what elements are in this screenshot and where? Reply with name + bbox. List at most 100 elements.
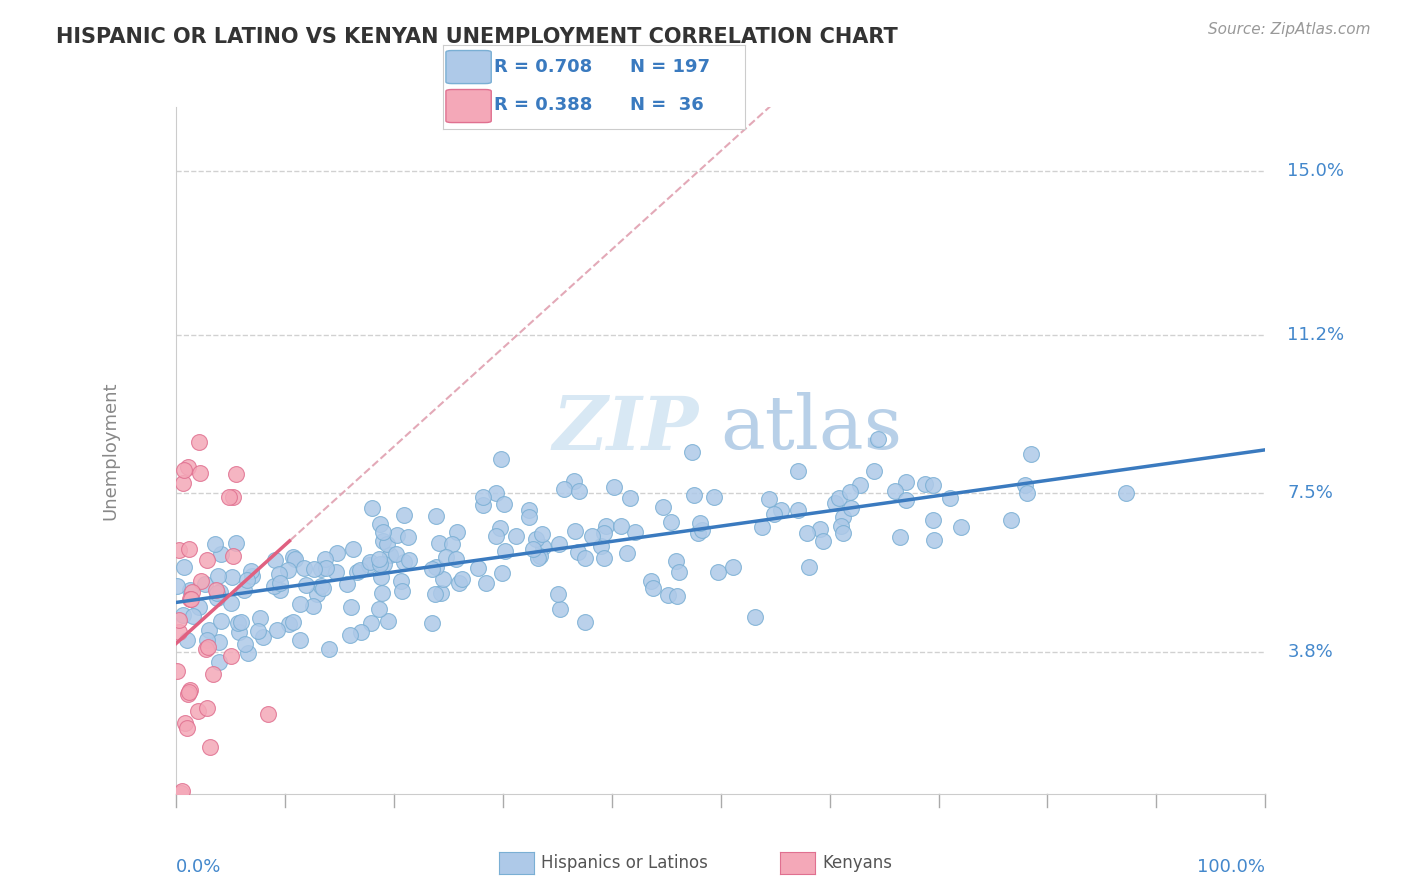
Point bbox=[832, 510, 855, 524]
Point bbox=[371, 586, 394, 600]
Point bbox=[208, 655, 231, 669]
Point bbox=[349, 563, 371, 577]
Point bbox=[207, 591, 229, 605]
Point bbox=[181, 585, 204, 599]
Point bbox=[266, 623, 288, 637]
Point bbox=[432, 572, 454, 586]
Point bbox=[281, 549, 304, 564]
Point bbox=[311, 562, 333, 576]
Point bbox=[866, 432, 889, 446]
Point bbox=[377, 614, 399, 628]
Point bbox=[221, 596, 243, 610]
Point bbox=[187, 704, 209, 718]
Point bbox=[197, 623, 219, 637]
Point bbox=[889, 530, 911, 544]
Point bbox=[315, 561, 337, 575]
Point bbox=[197, 640, 219, 655]
Point bbox=[305, 587, 328, 601]
Point bbox=[595, 518, 617, 533]
Text: 100.0%: 100.0% bbox=[1198, 858, 1265, 876]
Point bbox=[751, 519, 773, 533]
Point bbox=[398, 553, 420, 567]
Point bbox=[581, 529, 603, 543]
Point bbox=[357, 558, 380, 572]
Point bbox=[225, 467, 247, 482]
Point bbox=[222, 549, 245, 563]
Point bbox=[170, 786, 193, 800]
Point bbox=[336, 577, 359, 591]
Point bbox=[198, 740, 221, 755]
Point bbox=[574, 551, 596, 566]
Point bbox=[616, 546, 638, 560]
Point bbox=[375, 536, 398, 550]
Point bbox=[252, 630, 274, 644]
Point bbox=[831, 526, 853, 541]
Point bbox=[277, 563, 299, 577]
Point bbox=[190, 574, 212, 588]
Point bbox=[451, 572, 474, 586]
Point bbox=[1017, 486, 1039, 500]
Point bbox=[179, 682, 201, 697]
Point bbox=[205, 583, 228, 598]
Point bbox=[862, 464, 884, 478]
Point bbox=[517, 503, 540, 517]
Point bbox=[309, 579, 332, 593]
Point bbox=[921, 513, 943, 527]
Point bbox=[392, 555, 415, 569]
Point bbox=[494, 544, 516, 558]
Point bbox=[922, 533, 945, 547]
Point bbox=[292, 561, 315, 575]
Point bbox=[939, 491, 962, 506]
Point bbox=[914, 476, 936, 491]
Point bbox=[423, 587, 446, 601]
Point bbox=[522, 541, 544, 556]
Point bbox=[385, 528, 408, 542]
Point bbox=[176, 722, 198, 736]
Point bbox=[950, 520, 973, 534]
Point bbox=[283, 615, 305, 630]
Point bbox=[180, 592, 202, 607]
Point bbox=[208, 634, 231, 648]
Point bbox=[233, 637, 256, 651]
Point bbox=[446, 524, 468, 539]
Point bbox=[602, 480, 624, 494]
Point bbox=[471, 498, 494, 512]
Point bbox=[799, 559, 821, 574]
Point bbox=[314, 551, 336, 566]
Point bbox=[883, 484, 905, 499]
Point bbox=[427, 536, 450, 550]
Text: R = 0.708: R = 0.708 bbox=[495, 58, 592, 76]
Point bbox=[425, 559, 447, 574]
Point bbox=[318, 642, 340, 657]
Point bbox=[240, 569, 263, 583]
Point bbox=[762, 507, 785, 521]
Point bbox=[841, 500, 863, 515]
Point bbox=[326, 546, 349, 560]
Point bbox=[173, 560, 195, 574]
Point bbox=[174, 716, 197, 731]
Text: Unemployment: Unemployment bbox=[101, 381, 120, 520]
Point bbox=[531, 541, 554, 555]
Point bbox=[370, 569, 392, 583]
Point bbox=[770, 503, 793, 517]
Point bbox=[247, 624, 270, 638]
Point bbox=[391, 583, 413, 598]
Point bbox=[221, 490, 243, 504]
Point bbox=[288, 633, 311, 648]
Point bbox=[643, 581, 665, 595]
Point bbox=[188, 599, 211, 614]
Point bbox=[239, 564, 262, 578]
Point bbox=[201, 667, 224, 681]
Point bbox=[225, 536, 247, 550]
Point bbox=[688, 525, 710, 540]
Point bbox=[474, 576, 496, 591]
Point bbox=[228, 625, 250, 640]
Point bbox=[394, 508, 416, 522]
Point bbox=[301, 599, 323, 613]
Point bbox=[360, 615, 382, 630]
Point bbox=[195, 701, 218, 715]
Text: Hispanics or Latinos: Hispanics or Latinos bbox=[541, 854, 709, 871]
Point bbox=[304, 562, 326, 576]
Point bbox=[824, 496, 846, 510]
Point bbox=[218, 490, 240, 504]
